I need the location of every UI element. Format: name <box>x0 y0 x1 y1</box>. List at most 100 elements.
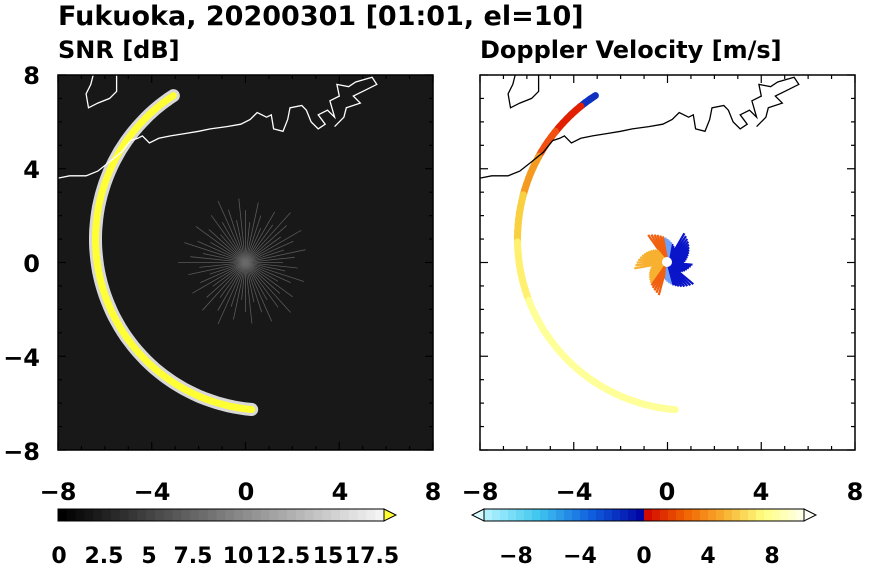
snr-colorbar-segment <box>287 509 297 521</box>
snr-clutter-ray <box>245 236 281 263</box>
doppler-colorbar-segment <box>756 509 765 521</box>
doppler-colorbar-segment <box>748 509 757 521</box>
snr-clutter-ray <box>245 229 302 263</box>
doppler-colorbar-segment <box>724 509 733 521</box>
snr-clutter-ray <box>206 262 246 298</box>
doppler-colorbar-segment <box>580 509 589 521</box>
doppler-colorbar: −8 −4 0 4 8 <box>470 508 818 569</box>
snr-clutter-ray <box>233 262 246 320</box>
snr-clutter-ray <box>195 226 246 263</box>
snr-clutter-ray <box>245 211 276 263</box>
snr-panel-title: SNR [dB] <box>58 36 180 64</box>
snr-colorbar-segment <box>313 509 323 521</box>
doppler-colorbar-segment <box>740 509 749 521</box>
snr-clutter-ray <box>245 249 306 263</box>
snr-colorbar-segment <box>234 509 244 521</box>
doppler-minor-ticks <box>479 74 856 451</box>
snr-clutter-ray <box>245 262 291 313</box>
snr-clutter-ray <box>245 222 251 263</box>
snr-clutter-ray <box>221 222 246 263</box>
doppler-colorbar-segment <box>780 509 789 521</box>
snr-y-tick-label: 8 <box>23 62 40 90</box>
doppler-colorbar-segment <box>572 509 581 521</box>
snr-clutter-ray <box>217 262 246 325</box>
snr-clutter-ray <box>238 198 246 263</box>
doppler-colorbar-segment <box>500 509 509 521</box>
doppler-panel: Doppler Velocity [m/s] −8 −4 0 4 8 <box>462 36 864 506</box>
snr-colorbar-segment <box>207 509 217 521</box>
snr-x-tick-label: 4 <box>332 478 349 506</box>
figure-title: Fukuoka, 20200301 [01:01, el=10] <box>58 1 584 32</box>
doppler-colorbar-segment <box>492 509 501 521</box>
doppler-x-tick-label: −4 <box>556 478 593 506</box>
snr-colorbar-segment <box>58 509 68 521</box>
snr-clutter-ray <box>245 249 285 263</box>
doppler-colorbar-segment <box>708 509 717 521</box>
snr-clutter-ray <box>184 242 246 263</box>
snr-clutter-ray <box>217 262 246 311</box>
doppler-colorbar-tick-label: −4 <box>563 544 597 569</box>
doppler-colorbar-tick-label: −8 <box>499 544 533 569</box>
snr-clutter-ray <box>245 202 259 263</box>
doppler-colorbar-segment <box>628 509 637 521</box>
doppler-x-tick-label: −8 <box>462 478 499 506</box>
snr-colorbar-segment <box>216 509 226 521</box>
doppler-colorbar-tick-label: 8 <box>764 544 779 569</box>
snr-colorbar-frame <box>57 508 385 522</box>
snr-clutter-ray <box>245 262 273 322</box>
snr-colorbar-segment <box>225 509 235 521</box>
snr-colorbar-segment <box>331 509 341 521</box>
snr-colorbar-tick-label: 7.5 <box>174 544 213 569</box>
doppler-colorbar-segment <box>484 509 493 521</box>
doppler-colorbar-segment <box>652 509 661 521</box>
snr-clutter-ray <box>245 228 262 263</box>
snr-colorbar-segment <box>322 509 332 521</box>
snr-colorbar-segment <box>146 509 156 521</box>
snr-clutter-ray <box>245 262 305 282</box>
snr-colorbar-segment <box>190 509 200 521</box>
doppler-colorbar-tick-label: 0 <box>636 544 651 569</box>
snr-colorbar-segment <box>278 509 288 521</box>
snr-colorbar-tick-label: 2.5 <box>85 544 124 569</box>
snr-colorbar-segment <box>119 509 129 521</box>
snr-colorbar-segment <box>102 509 112 521</box>
snr-clutter-ray <box>245 262 281 294</box>
doppler-colorbar-segment <box>588 509 597 521</box>
snr-colorbar-segment <box>75 509 85 521</box>
snr-y-tick-label: 4 <box>23 156 40 184</box>
snr-clutter-ray <box>228 209 246 263</box>
snr-colorbar-segment <box>181 509 191 521</box>
snr-y-tick-label: −4 <box>3 344 40 372</box>
snr-colorbar-segment <box>269 509 279 521</box>
snr-colorbar-segment <box>348 509 358 521</box>
doppler-colorbar-segment <box>596 509 605 521</box>
snr-colorbar-segment <box>128 509 138 521</box>
doppler-echo-arc <box>514 92 679 414</box>
snr-clutter-ray <box>219 262 246 298</box>
snr-clutter-ray <box>236 219 246 263</box>
snr-colorbar-segment <box>198 509 209 521</box>
snr-colorbar-tick-label: 10 <box>223 544 254 569</box>
snr-clutter-ray <box>245 262 286 272</box>
snr-clutter-ray <box>197 240 246 263</box>
doppler-colorbar-segment <box>676 509 685 521</box>
snr-clutter-ray <box>210 215 246 263</box>
doppler-colorbar-segment <box>556 509 565 521</box>
doppler-colorbar-segment <box>604 509 613 521</box>
doppler-colorbar-segment <box>612 509 621 521</box>
doppler-colorbar-extend-max <box>803 508 818 522</box>
doppler-colorbar-segment <box>660 509 669 521</box>
snr-clutter-ray <box>245 215 262 263</box>
doppler-colorbar-segment <box>692 509 701 521</box>
doppler-colorbar-segment <box>508 509 517 521</box>
snr-colorbar-segment <box>154 509 165 521</box>
doppler-arc-segment <box>664 405 679 414</box>
doppler-colorbar-segment <box>796 509 805 521</box>
snr-colorbar-segment <box>304 509 314 521</box>
snr-colorbar-segment <box>163 509 173 521</box>
snr-clutter-ray <box>245 262 268 301</box>
snr-clutter-ray <box>210 241 246 263</box>
doppler-colorbar-segment <box>684 509 693 521</box>
snr-clutter-ray <box>199 262 246 268</box>
snr-x-tick-label: −4 <box>134 478 171 506</box>
